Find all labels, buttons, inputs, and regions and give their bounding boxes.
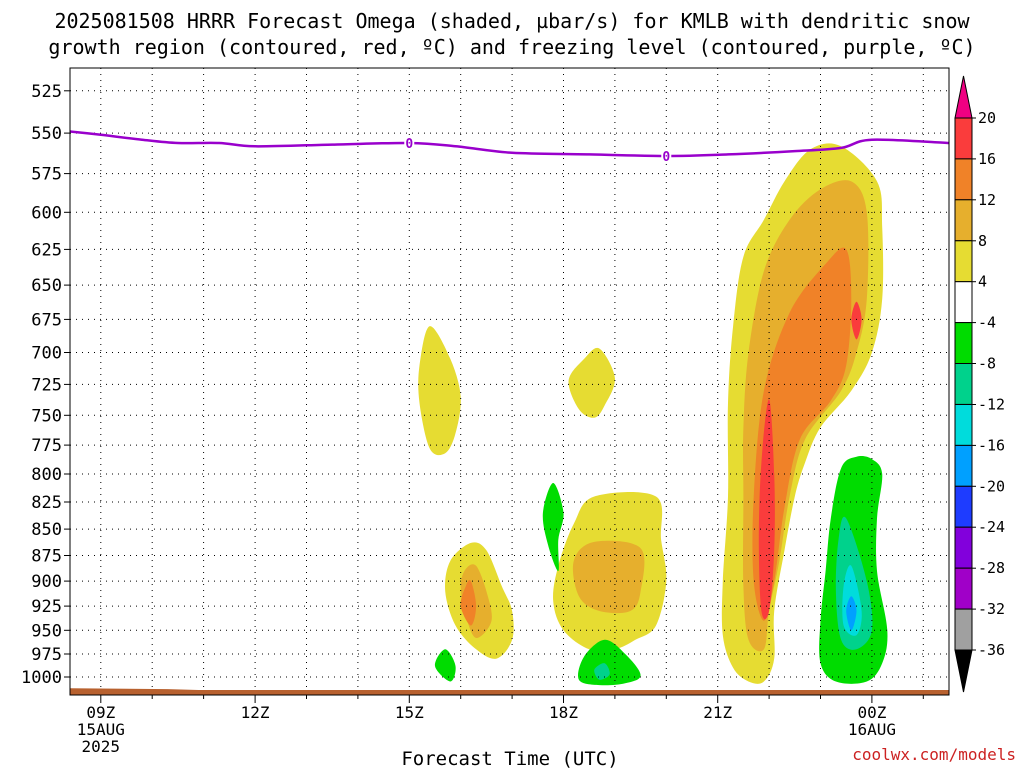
x-tick-label-0-2: 15AUG: [77, 720, 125, 739]
colorbar: 20 16 12 8 4 -4 -8 -12 -16 -20 -24 -28 -32 -36: [954, 75, 1005, 693]
y-tick-label-700: 700: [31, 344, 62, 364]
omega-region-13: [752, 247, 852, 621]
colorbar-label-10: -24: [978, 518, 1005, 536]
colorbar-band-7: [954, 363, 973, 405]
colorbar-band-5: [954, 281, 973, 324]
x-tick-label-2-1: 15Z: [395, 703, 424, 722]
y-tick-label-850: 850: [31, 520, 62, 540]
omega-region-7: [542, 483, 564, 572]
x-tick-label-5-1: 00Z: [857, 703, 886, 722]
omega-region-4: [460, 579, 477, 626]
y-tick-label-600: 600: [31, 203, 62, 223]
y-tick-label-1000: 1000: [21, 668, 62, 688]
chart-title-line1: 2025081508 HRRR Forecast Omega (shaded, …: [54, 9, 970, 33]
y-tick-label-950: 950: [31, 621, 62, 641]
chart-title-line2: growth region (contoured, red, ºC) and f…: [48, 35, 975, 59]
ground-fill: [69, 688, 950, 696]
y-tick-label-725: 725: [31, 375, 62, 395]
y-tick-label-925: 925: [31, 597, 62, 617]
omega-region-1: [568, 347, 615, 418]
plot-grid: [70, 68, 949, 695]
colorbar-label-5: -4: [978, 314, 996, 332]
omega-region-0: [418, 326, 461, 456]
x-tick-label-0-1: 09Z: [86, 703, 115, 722]
ground-surface: [69, 688, 950, 696]
y-tick-label-650: 650: [31, 276, 62, 296]
colorbar-band-2: [954, 158, 973, 201]
x-tick-label-0-3: 2025: [82, 737, 121, 756]
colorbar-label-2: 12: [978, 191, 996, 209]
colorbar-label-3: 8: [978, 232, 987, 250]
omega-shading: [418, 143, 888, 686]
omega-region-14: [851, 301, 862, 340]
colorbar-band-3: [954, 199, 973, 242]
y-tick-label-625: 625: [31, 240, 62, 260]
freezing-level-contour: 00: [69, 130, 950, 165]
y-tick-label-875: 875: [31, 547, 62, 567]
y-axis: 525 550 575 600 625 650 675 700 725 750 775 800 825 8…: [21, 82, 70, 688]
colorbar-label-1: 16: [978, 150, 996, 168]
y-tick-label-800: 800: [31, 465, 62, 485]
freezing-level-line: [69, 130, 950, 158]
x-tick-label-5-2: 16AUG: [848, 720, 896, 739]
colorbar-label-11: -28: [978, 559, 1005, 577]
colorbar-arrow-top: [954, 75, 973, 119]
colorbar-band-10: [954, 485, 973, 528]
freezing-level-label-bg-0: [404, 135, 415, 150]
omega-region-15: [758, 399, 775, 620]
colorbar-band-11: [954, 526, 973, 569]
y-tick-label-825: 825: [31, 493, 62, 513]
colorbar-band-8: [954, 404, 973, 446]
colorbar-label-6: -8: [978, 355, 996, 373]
colorbar-band-9: [954, 444, 973, 487]
omega-region-8: [434, 649, 456, 682]
freezing-level-label-1: 0: [662, 150, 670, 165]
y-tick-label-900: 900: [31, 572, 62, 592]
y-tick-label-525: 525: [31, 82, 62, 102]
colorbar-label-7: -12: [978, 396, 1005, 414]
omega-region-6: [572, 540, 645, 614]
y-tick-label-775: 775: [31, 436, 62, 456]
colorbar-label-13: -36: [978, 641, 1005, 659]
x-tick-label-4-1: 21Z: [703, 703, 732, 722]
colorbar-band-12: [954, 567, 973, 610]
x-axis-label: Forecast Time (UTC): [401, 748, 618, 768]
colorbar-label-9: -20: [978, 477, 1005, 495]
colorbar-label-12: -32: [978, 600, 1005, 618]
x-tick-label-3-1: 18Z: [549, 703, 578, 722]
colorbar-band-13: [954, 608, 973, 651]
colorbar-band-4: [954, 240, 973, 283]
y-tick-label-975: 975: [31, 645, 62, 665]
colorbar-label-8: -16: [978, 436, 1005, 454]
colorbar-arrow-bottom: [954, 649, 973, 693]
colorbar-label-0: 20: [978, 109, 996, 127]
plot-frame: [69, 67, 950, 696]
colorbar-band-6: [954, 322, 973, 365]
x-tick-label-1-1: 12Z: [241, 703, 270, 722]
y-tick-label-550: 550: [31, 124, 62, 144]
y-tick-label-750: 750: [31, 406, 62, 426]
omega-region-10: [594, 663, 610, 680]
colorbar-band-1: [954, 117, 973, 160]
omega-region-9: [578, 639, 641, 686]
freezing-level-label-bg-1: [661, 148, 672, 163]
freezing-level-label-0: 0: [405, 137, 413, 152]
colorbar-label-4: 4: [978, 273, 987, 291]
omega-region-19: [846, 596, 857, 631]
y-tick-label-675: 675: [31, 310, 62, 330]
source-credit: coolwx.com/models: [852, 745, 1016, 764]
y-tick-label-575: 575: [31, 165, 62, 185]
